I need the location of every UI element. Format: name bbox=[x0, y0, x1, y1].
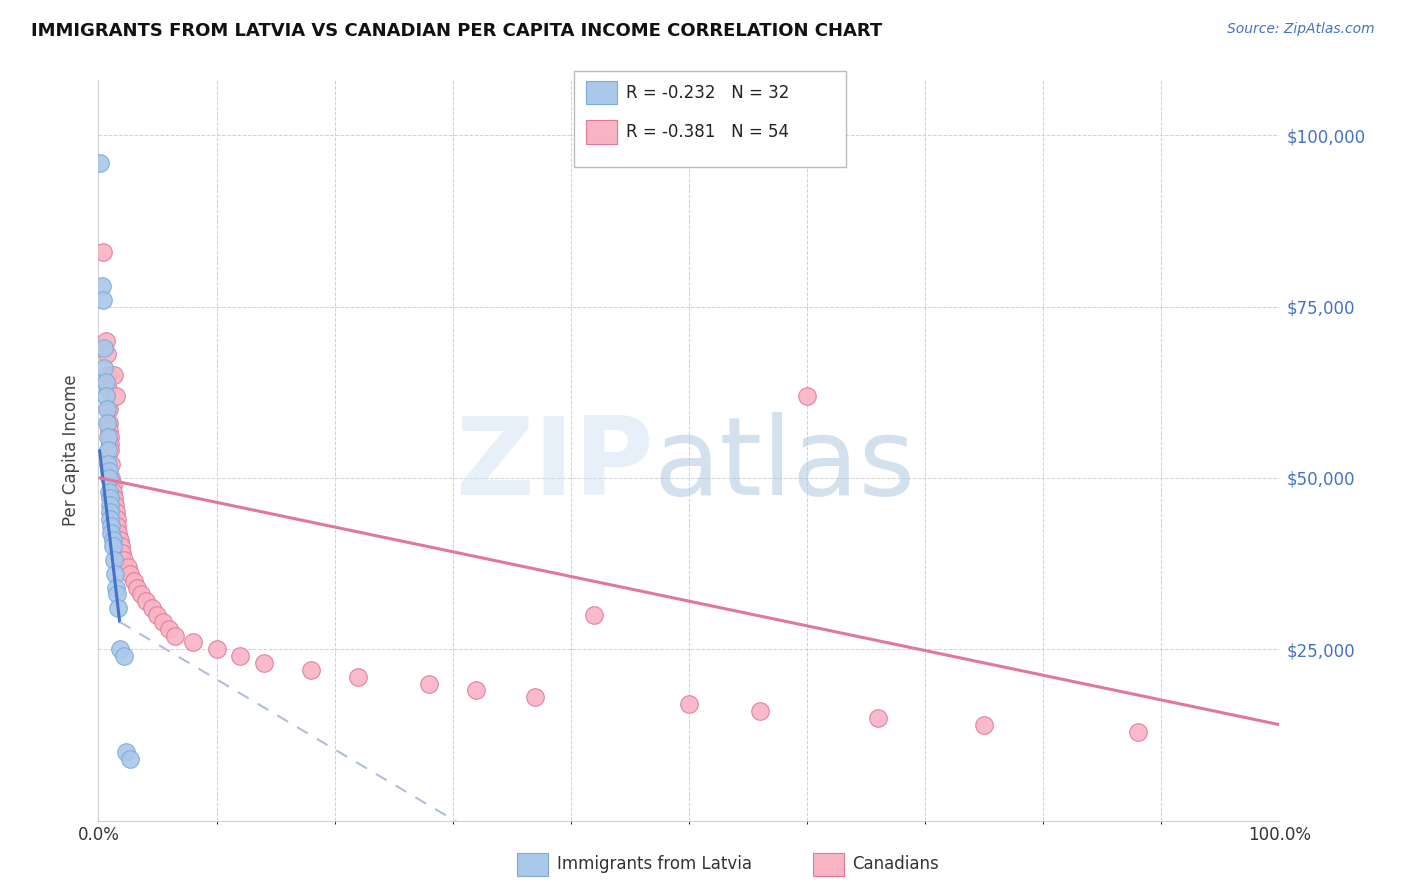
Point bbox=[91, 244, 114, 259]
Point bbox=[98, 471, 121, 485]
Point bbox=[105, 512, 128, 526]
Point bbox=[866, 711, 889, 725]
Point bbox=[347, 670, 370, 684]
Point bbox=[129, 587, 152, 601]
Point bbox=[104, 498, 127, 512]
Point bbox=[678, 697, 700, 711]
Point bbox=[105, 519, 128, 533]
Point bbox=[583, 607, 606, 622]
Point bbox=[1126, 724, 1149, 739]
Point bbox=[96, 416, 118, 430]
Point bbox=[97, 457, 120, 471]
Point bbox=[100, 471, 122, 485]
Point bbox=[105, 389, 128, 403]
Point bbox=[98, 416, 121, 430]
Point bbox=[101, 540, 124, 554]
Point bbox=[152, 615, 174, 629]
Point bbox=[108, 533, 131, 547]
Point bbox=[100, 525, 122, 540]
Point bbox=[465, 683, 488, 698]
Point bbox=[135, 594, 157, 608]
Text: R = -0.381   N = 54: R = -0.381 N = 54 bbox=[626, 123, 789, 141]
Text: ZIP: ZIP bbox=[456, 412, 654, 518]
Point bbox=[98, 436, 121, 450]
Text: R = -0.232   N = 32: R = -0.232 N = 32 bbox=[626, 84, 789, 102]
Point bbox=[229, 649, 252, 664]
Point bbox=[98, 464, 121, 478]
Point bbox=[101, 533, 124, 547]
Point bbox=[165, 628, 187, 642]
Point bbox=[748, 704, 770, 718]
Point bbox=[101, 477, 124, 491]
Point bbox=[91, 293, 114, 307]
Point bbox=[146, 607, 169, 622]
Point bbox=[93, 341, 115, 355]
Point bbox=[127, 581, 149, 595]
Point bbox=[107, 601, 129, 615]
Point bbox=[97, 443, 120, 458]
Point bbox=[98, 505, 121, 519]
Text: Immigrants from Latvia: Immigrants from Latvia bbox=[557, 855, 752, 873]
Point bbox=[122, 574, 145, 588]
Point bbox=[299, 663, 322, 677]
Point bbox=[103, 368, 125, 382]
Point bbox=[98, 443, 121, 458]
Point bbox=[100, 457, 122, 471]
Point bbox=[114, 745, 136, 759]
Point bbox=[253, 656, 276, 670]
Point bbox=[103, 553, 125, 567]
Point bbox=[104, 566, 127, 581]
Point bbox=[105, 505, 128, 519]
Point bbox=[103, 491, 125, 506]
Point bbox=[98, 498, 121, 512]
Point bbox=[112, 553, 135, 567]
Point bbox=[98, 430, 121, 444]
Point bbox=[112, 649, 135, 664]
Point bbox=[105, 581, 128, 595]
Point bbox=[101, 484, 124, 499]
Point bbox=[97, 368, 120, 382]
Point bbox=[93, 361, 115, 376]
Text: Canadians: Canadians bbox=[852, 855, 939, 873]
Point bbox=[107, 525, 129, 540]
Point bbox=[117, 560, 139, 574]
Point bbox=[524, 690, 547, 705]
Point bbox=[105, 587, 128, 601]
Point bbox=[181, 635, 204, 649]
Point bbox=[120, 566, 142, 581]
Point bbox=[97, 382, 120, 396]
Point bbox=[205, 642, 228, 657]
Point bbox=[973, 717, 995, 731]
Point bbox=[98, 484, 121, 499]
Point bbox=[94, 389, 117, 403]
Text: atlas: atlas bbox=[654, 412, 915, 518]
Point bbox=[94, 334, 117, 348]
Point bbox=[108, 642, 131, 657]
Point bbox=[111, 546, 134, 560]
Point bbox=[418, 676, 440, 690]
Point bbox=[98, 402, 121, 417]
Point bbox=[98, 512, 121, 526]
Point bbox=[98, 423, 121, 437]
Point bbox=[120, 752, 142, 766]
Point bbox=[96, 347, 118, 361]
Point bbox=[91, 279, 114, 293]
Point bbox=[98, 491, 121, 506]
Point bbox=[96, 402, 118, 417]
Point bbox=[141, 601, 163, 615]
Point bbox=[97, 430, 120, 444]
Text: Source: ZipAtlas.com: Source: ZipAtlas.com bbox=[1227, 22, 1375, 37]
Point bbox=[89, 155, 111, 169]
Y-axis label: Per Capita Income: Per Capita Income bbox=[62, 375, 80, 526]
Point bbox=[94, 375, 117, 389]
Point bbox=[110, 540, 132, 554]
Point bbox=[796, 389, 818, 403]
Point bbox=[157, 622, 180, 636]
Point bbox=[100, 519, 122, 533]
Text: IMMIGRANTS FROM LATVIA VS CANADIAN PER CAPITA INCOME CORRELATION CHART: IMMIGRANTS FROM LATVIA VS CANADIAN PER C… bbox=[31, 22, 882, 40]
